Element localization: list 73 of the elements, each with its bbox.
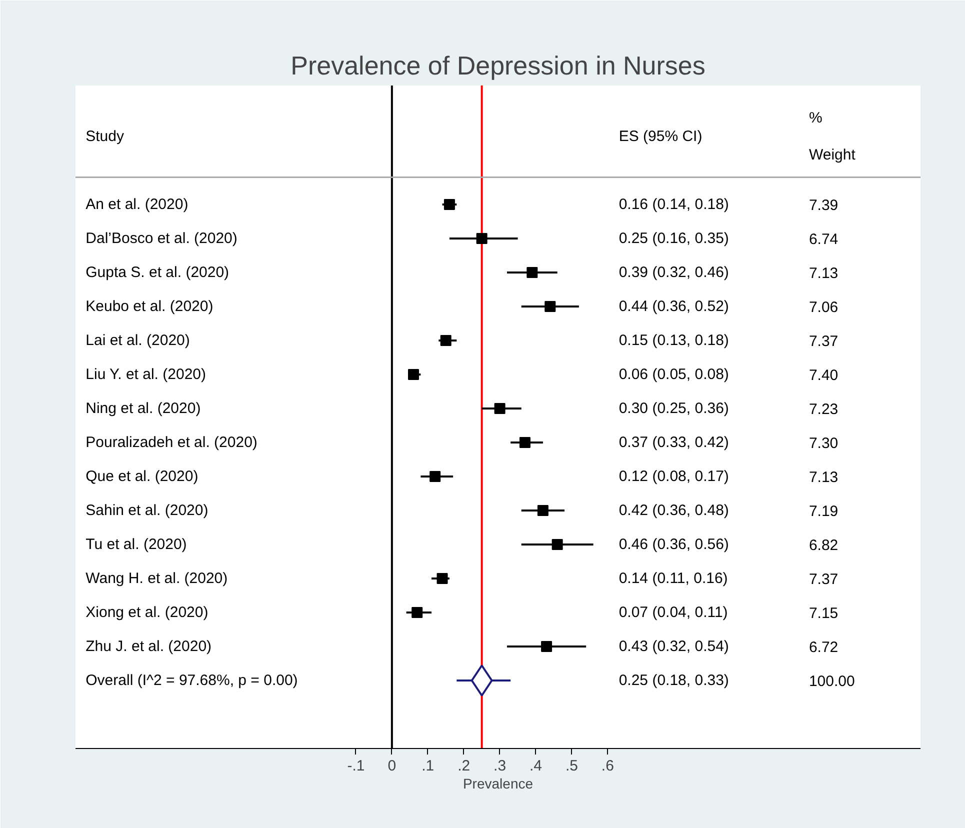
point [476,233,488,244]
point [526,267,538,278]
annotation: 0.43 (0.32, 0.54) [618,638,729,655]
x-tick-label: .5 [565,758,578,774]
point [544,301,556,312]
annotation: 7.37 [808,571,838,588]
annotation: 7.13 [808,469,838,486]
y-tick-label: Ning et al. (2020) [86,400,201,417]
point [440,335,452,346]
chart-title: Prevalence of Depression in Nurses [290,50,706,80]
y-tick-label: Lai et al. (2020) [86,332,190,349]
text: ES (95% CI) [618,128,702,145]
point [519,437,530,448]
annotation: 0.25 (0.16, 0.35) [618,230,729,247]
annotation: 7.15 [808,605,838,622]
y-tick-label: Dal’Bosco et al. (2020) [86,230,238,247]
annotation: 6.74 [808,231,838,248]
y-tick-label: Liu Y. et al. (2020) [86,366,206,383]
y-tick-label: Tu et al. (2020) [86,536,187,553]
annotation: 0.25 (0.18, 0.33) [618,672,729,689]
x-axis-title: Prevalence [462,776,534,792]
annotation: 7.23 [808,401,838,418]
annotation: 0.15 (0.13, 0.18) [618,332,729,349]
x-tick-label: 0 [388,758,396,774]
annotation: 7.40 [808,367,838,384]
annotation: 0.16 (0.14, 0.18) [618,196,729,213]
y-tick-label: Gupta S. et al. (2020) [86,264,230,281]
text: % Weight [808,109,856,164]
annotation: 0.46 (0.36, 0.56) [618,536,729,553]
x-tick-label: .3 [494,758,506,774]
annotation: 7.06 [808,299,838,316]
text: Study [86,128,124,145]
y-tick-label: Overall (I^2 = 97.68%, p = 0.00) [86,672,298,689]
y-tick-label: Keubo et al. (2020) [86,298,214,315]
annotation: 7.39 [808,197,838,214]
point [541,641,552,652]
x-tick-label: .2 [458,758,470,774]
point [412,607,423,618]
annotation: 0.42 (0.36, 0.48) [618,502,729,519]
point [552,539,563,550]
point [436,573,448,584]
y-tick-label: Xiong et al. (2020) [86,604,208,621]
annotation: 0.44 (0.36, 0.52) [618,298,729,315]
annotation: 100.00 [808,673,855,690]
point [470,664,493,696]
y-tick-label: Zhu J. et al. (2020) [86,638,212,655]
annotation: 0.39 (0.32, 0.46) [618,264,729,281]
y-tick-label: Wang H. et al. (2020) [86,570,228,587]
annotation: 0.30 (0.25, 0.36) [618,400,729,417]
x-tick-label: .6 [601,758,614,774]
annotation: 6.72 [808,639,838,656]
annotation: 0.37 (0.33, 0.42) [618,434,729,451]
point [494,403,506,414]
annotation: 0.06 (0.05, 0.08) [618,366,729,383]
annotation: 0.07 (0.04, 0.11) [618,604,728,621]
x-tick-label: .4 [530,758,542,774]
point [537,505,548,516]
y-tick-label: Pouralizadeh et al. (2020) [86,434,258,451]
y-tick-label: Que et al. (2020) [86,468,198,485]
annotation: 7.13 [808,265,838,282]
annotation: 7.37 [808,333,838,350]
annotation: 7.19 [808,503,838,520]
annotation: 0.14 (0.11, 0.16) [618,570,728,587]
y-tick-label: Sahin et al. (2020) [86,502,208,519]
point [444,199,455,210]
point [408,369,419,380]
annotation: 6.82 [808,537,838,554]
point [430,471,441,482]
annotation: 0.12 (0.08, 0.17) [618,468,729,485]
y-tick-label: An et al. (2020) [86,196,188,213]
annotation: 7.30 [808,435,838,452]
x-tick-label: -.1 [347,758,365,774]
x-tick-label: .1 [422,758,434,774]
